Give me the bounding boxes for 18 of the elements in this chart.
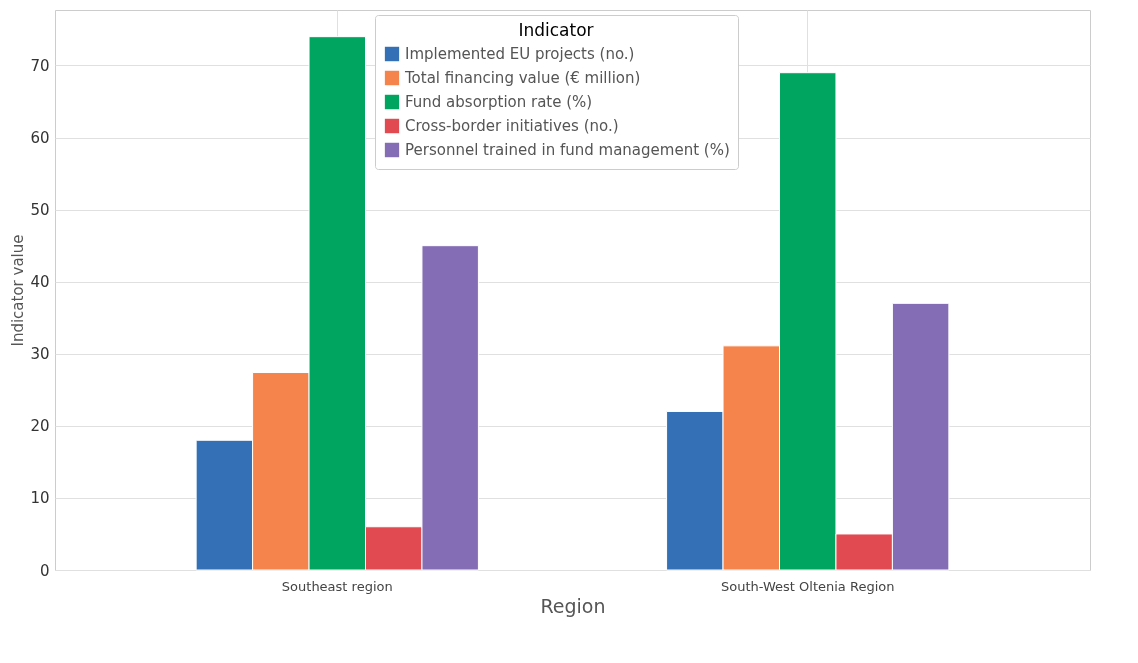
x-tick-label: South-West Oltenia Region [721,578,895,594]
y-tick-label: 20 [30,417,50,436]
y-tick-label: 50 [30,201,50,220]
y-tick-label: 10 [30,489,50,508]
y-tick-label: 0 [39,561,50,580]
legend-label: Implemented EU projects (no.) [405,45,635,63]
x-axis-title: Region [540,594,606,617]
y-tick-label: 40 [30,273,50,292]
legend-label: Cross-border initiatives (no.) [405,117,619,135]
legend-label: Total financing value (€ million) [404,69,641,87]
y-tick-label: 60 [30,129,50,148]
y-axis-title: Indicator value [9,234,28,347]
legend-title: Indicator [518,20,594,40]
y-tick-label: 30 [30,345,50,364]
legend-label: Personnel trained in fund management (%) [405,141,730,159]
y-tick-label: 70 [30,57,50,75]
x-tick-label: Southeast region [281,578,393,594]
legend-label: Fund absorption rate (%) [405,93,593,111]
